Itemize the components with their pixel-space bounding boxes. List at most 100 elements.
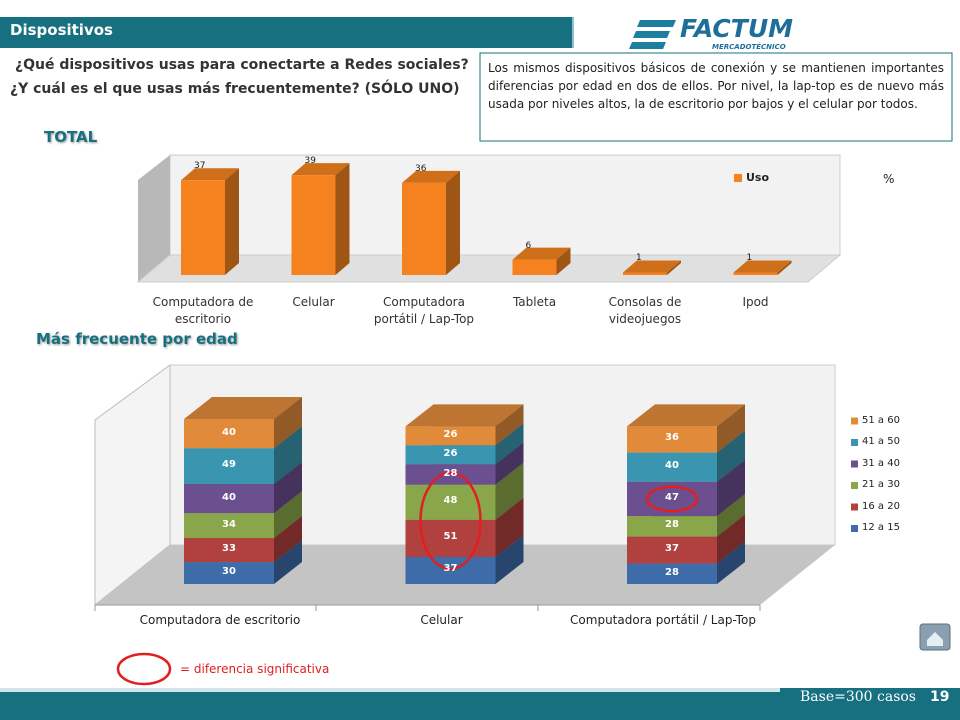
logo-sub: MERCADOTÉCNICO (712, 43, 786, 51)
legend-swatch (851, 503, 858, 511)
header-accent (572, 17, 574, 48)
value-label: 47 (665, 491, 679, 503)
bar (291, 175, 336, 275)
significance-circle (419, 471, 482, 571)
legend-label: 21 a 30 (862, 479, 900, 490)
bar-top (512, 247, 571, 260)
legend-swatch (851, 482, 858, 489)
bar-side (495, 534, 524, 584)
floor (136, 254, 842, 283)
logo-text: FACTUM (680, 14, 794, 43)
logo-mark (629, 20, 676, 49)
value-label: 36 (665, 432, 679, 444)
legend-label: 51 a 60 (862, 414, 900, 426)
chart-title: TOTAL (44, 128, 98, 146)
value-label: 40 (665, 460, 679, 472)
value-label: 1 (636, 253, 642, 264)
value-label: 1 (746, 253, 753, 264)
value-label: 28 (443, 467, 458, 479)
bar-top (181, 168, 239, 181)
bar (405, 464, 496, 485)
bar-side (556, 247, 571, 275)
legend-swatch (851, 460, 858, 468)
legend-label: Uso (746, 171, 770, 184)
x-tick-label: Tableta (512, 295, 557, 309)
value-label: 28 (665, 566, 679, 578)
value-label: 40 (222, 491, 236, 503)
bar (181, 180, 225, 275)
x-tick-label: Celular (420, 613, 463, 627)
bar (405, 426, 496, 446)
value-label: 40 (222, 426, 236, 438)
bar (184, 562, 274, 584)
header-title: Dispositivos (10, 21, 113, 39)
x-tick-label: Computadora de escritorio (139, 613, 301, 627)
legend-swatch (851, 525, 858, 532)
value-label: 26 (443, 428, 458, 440)
bar-side (717, 494, 745, 537)
legend-label: 31 a 40 (862, 457, 900, 469)
x-tick-label: Ipod (742, 295, 769, 309)
value-label: 49 (222, 459, 236, 471)
bar (184, 513, 274, 539)
bar-top (623, 260, 681, 273)
value-label: 36 (415, 163, 427, 174)
bar-top (291, 163, 350, 176)
header-bar (0, 17, 572, 48)
bar-side (495, 497, 524, 557)
x-tick-label: Computadora de escritorio (152, 295, 254, 326)
bar-side (274, 516, 302, 563)
legend-label: 16 a 20 (862, 500, 900, 512)
page-number: 19 (930, 689, 950, 705)
bar-side (717, 404, 745, 453)
legend-circle (116, 652, 172, 686)
bar-side (274, 491, 302, 539)
bar (184, 538, 274, 563)
x-tick-label: Computadora portátil / Lap-Top (373, 295, 475, 326)
bar-top (733, 260, 792, 273)
bar-side (274, 426, 302, 484)
bar (627, 536, 717, 564)
bar-top (402, 170, 460, 183)
bar-side (495, 462, 524, 520)
bar (627, 426, 717, 453)
question-1: ¿Qué dispositivos usas para conectarte a… (15, 57, 469, 73)
bar-side (717, 430, 745, 482)
highlight-label: = diferencia significativa (180, 662, 330, 676)
bar (627, 516, 717, 537)
x-tick-label: Consolas de videojuegos (608, 295, 682, 326)
value-label: 34 (222, 518, 236, 530)
bar-side (335, 163, 350, 275)
bar-top (405, 404, 524, 427)
note-text: Los mismos dispositivos básicos de conex… (488, 61, 944, 111)
footer-line (0, 688, 780, 692)
bar (184, 419, 274, 449)
value-label: 39 (304, 156, 316, 167)
bar (512, 259, 557, 275)
bar-side (717, 514, 745, 564)
bar (405, 445, 496, 465)
legend-swatch (851, 417, 858, 425)
value-label: 51 (443, 531, 458, 543)
bar (733, 272, 778, 275)
bar-top (627, 404, 745, 427)
bar-side (225, 168, 239, 275)
bar-side (274, 397, 302, 449)
bar (184, 483, 274, 514)
unit-label: % (883, 172, 895, 186)
value-label: 30 (222, 566, 236, 578)
bar (184, 448, 274, 484)
bar-top (184, 397, 302, 420)
value-label: 28 (665, 519, 679, 531)
question-2: ¿Y cuál es el que usas más frecuentement… (10, 81, 460, 97)
bar-side (274, 461, 302, 514)
note-box (479, 52, 953, 142)
legend-swatch (734, 174, 742, 182)
value-label: 6 (525, 240, 532, 251)
value-label: 37 (194, 161, 206, 172)
chart-title: Más frecuente por edad (36, 330, 238, 348)
bar-side (777, 260, 792, 275)
bar-side (495, 442, 524, 485)
